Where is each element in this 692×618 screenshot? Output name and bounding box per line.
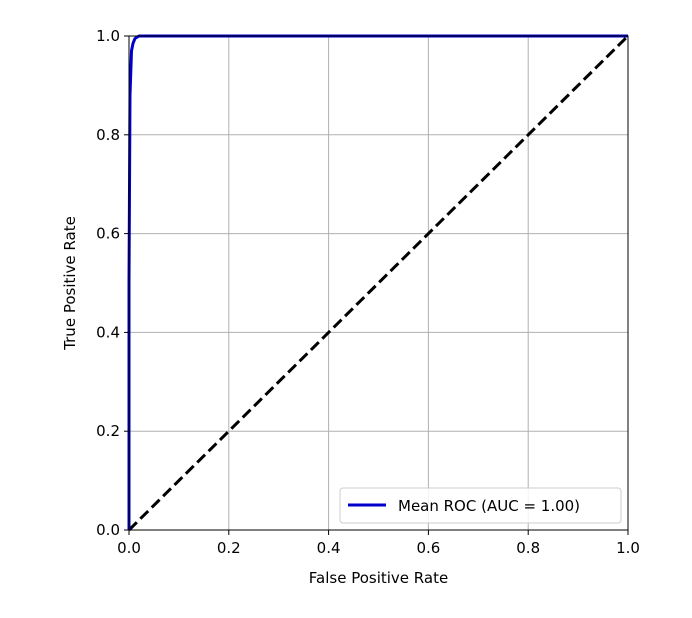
y-tick-label: 0.0 — [96, 521, 120, 539]
x-tick-label: 0.4 — [317, 539, 341, 557]
x-tick-label: 0.6 — [416, 539, 440, 557]
legend: Mean ROC (AUC = 1.00) — [339, 487, 622, 524]
plot-frame — [128, 35, 629, 531]
x-tick-label: 1.0 — [616, 539, 640, 557]
chance-diagonal-line — [127, 34, 630, 532]
y-tick-label: 0.4 — [96, 323, 120, 341]
x-tick-label: 0.8 — [516, 539, 540, 557]
y-tick-label: 0.6 — [96, 225, 120, 243]
legend-box — [339, 487, 622, 524]
x-tick-label: 0.0 — [117, 539, 141, 557]
y-tick-label: 1.0 — [96, 27, 120, 45]
axis-ticks: 0.0 0.2 0.4 0.6 0.8 1.0 0.0 0.2 0.4 0.6 0.8 1.0 — [96, 27, 640, 557]
series-layer — [127, 34, 630, 532]
y-axis-label: True Positive Rate — [61, 216, 79, 351]
y-tick-label: 0.2 — [96, 422, 120, 440]
x-tick-label: 0.2 — [217, 539, 241, 557]
legend-label: Mean ROC (AUC = 1.00) — [398, 497, 580, 515]
y-tick-label: 0.8 — [96, 126, 120, 144]
x-axis-label: False Positive Rate — [309, 569, 448, 587]
